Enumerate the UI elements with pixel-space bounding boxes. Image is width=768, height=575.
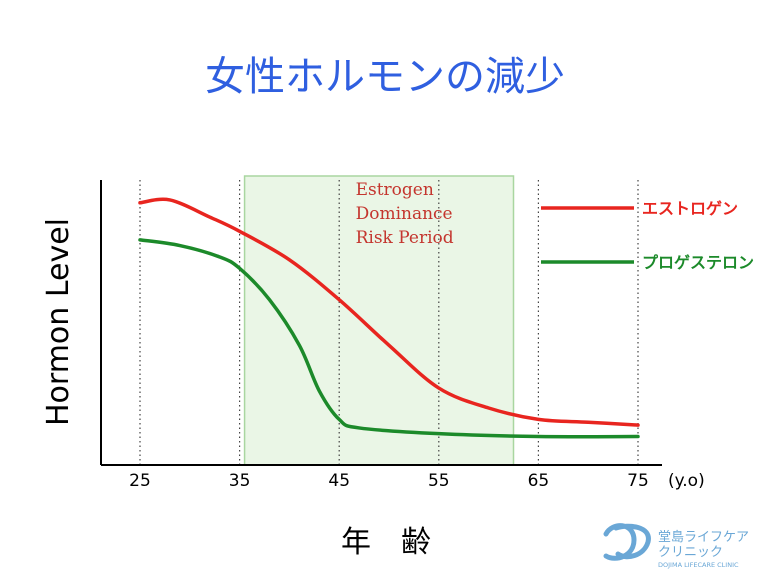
x-tick-label: 45 xyxy=(328,471,350,491)
legend-label-1: プロゲステロン xyxy=(642,253,754,272)
legend-label-0: エストロゲン xyxy=(642,199,738,218)
annotation-line: Risk Period xyxy=(356,228,454,248)
risk-period-annotation: Estrogen Dominance Risk Period xyxy=(356,180,454,248)
logo-mark-icon xyxy=(603,523,651,561)
x-tick-labels: 25 35 45 55 65 75 xyxy=(129,471,649,491)
series-lines xyxy=(138,197,640,439)
series-line-0 xyxy=(138,197,640,427)
x-axis-unit: (y.o) xyxy=(668,471,705,491)
logo-name-jp: 堂島ライフケア xyxy=(658,530,749,545)
annotation-line: Dominance xyxy=(356,204,453,224)
x-axis-label: 年 齢 xyxy=(341,525,431,560)
x-tick-label: 55 xyxy=(428,471,450,491)
x-tick-label: 65 xyxy=(528,471,550,491)
series-line-1 xyxy=(138,238,640,439)
x-tick-label: 25 xyxy=(129,471,151,491)
annotation-line: Estrogen xyxy=(356,180,434,200)
logo-name-jp-2: クリニック xyxy=(658,545,723,560)
logo-name-en: DOJIMA LIFECARE CLINIC xyxy=(658,561,739,569)
estrogen-dominance-risk-band xyxy=(243,175,515,466)
y-axis-label: Hormon Level xyxy=(41,218,76,426)
x-tick-label: 35 xyxy=(229,471,251,491)
clinic-logo: 堂島ライフケア クリニック DOJIMA LIFECARE CLINIC xyxy=(603,523,749,569)
x-tick-label: 75 xyxy=(627,471,649,491)
chart-title: 女性ホルモンの減少 xyxy=(205,54,565,100)
